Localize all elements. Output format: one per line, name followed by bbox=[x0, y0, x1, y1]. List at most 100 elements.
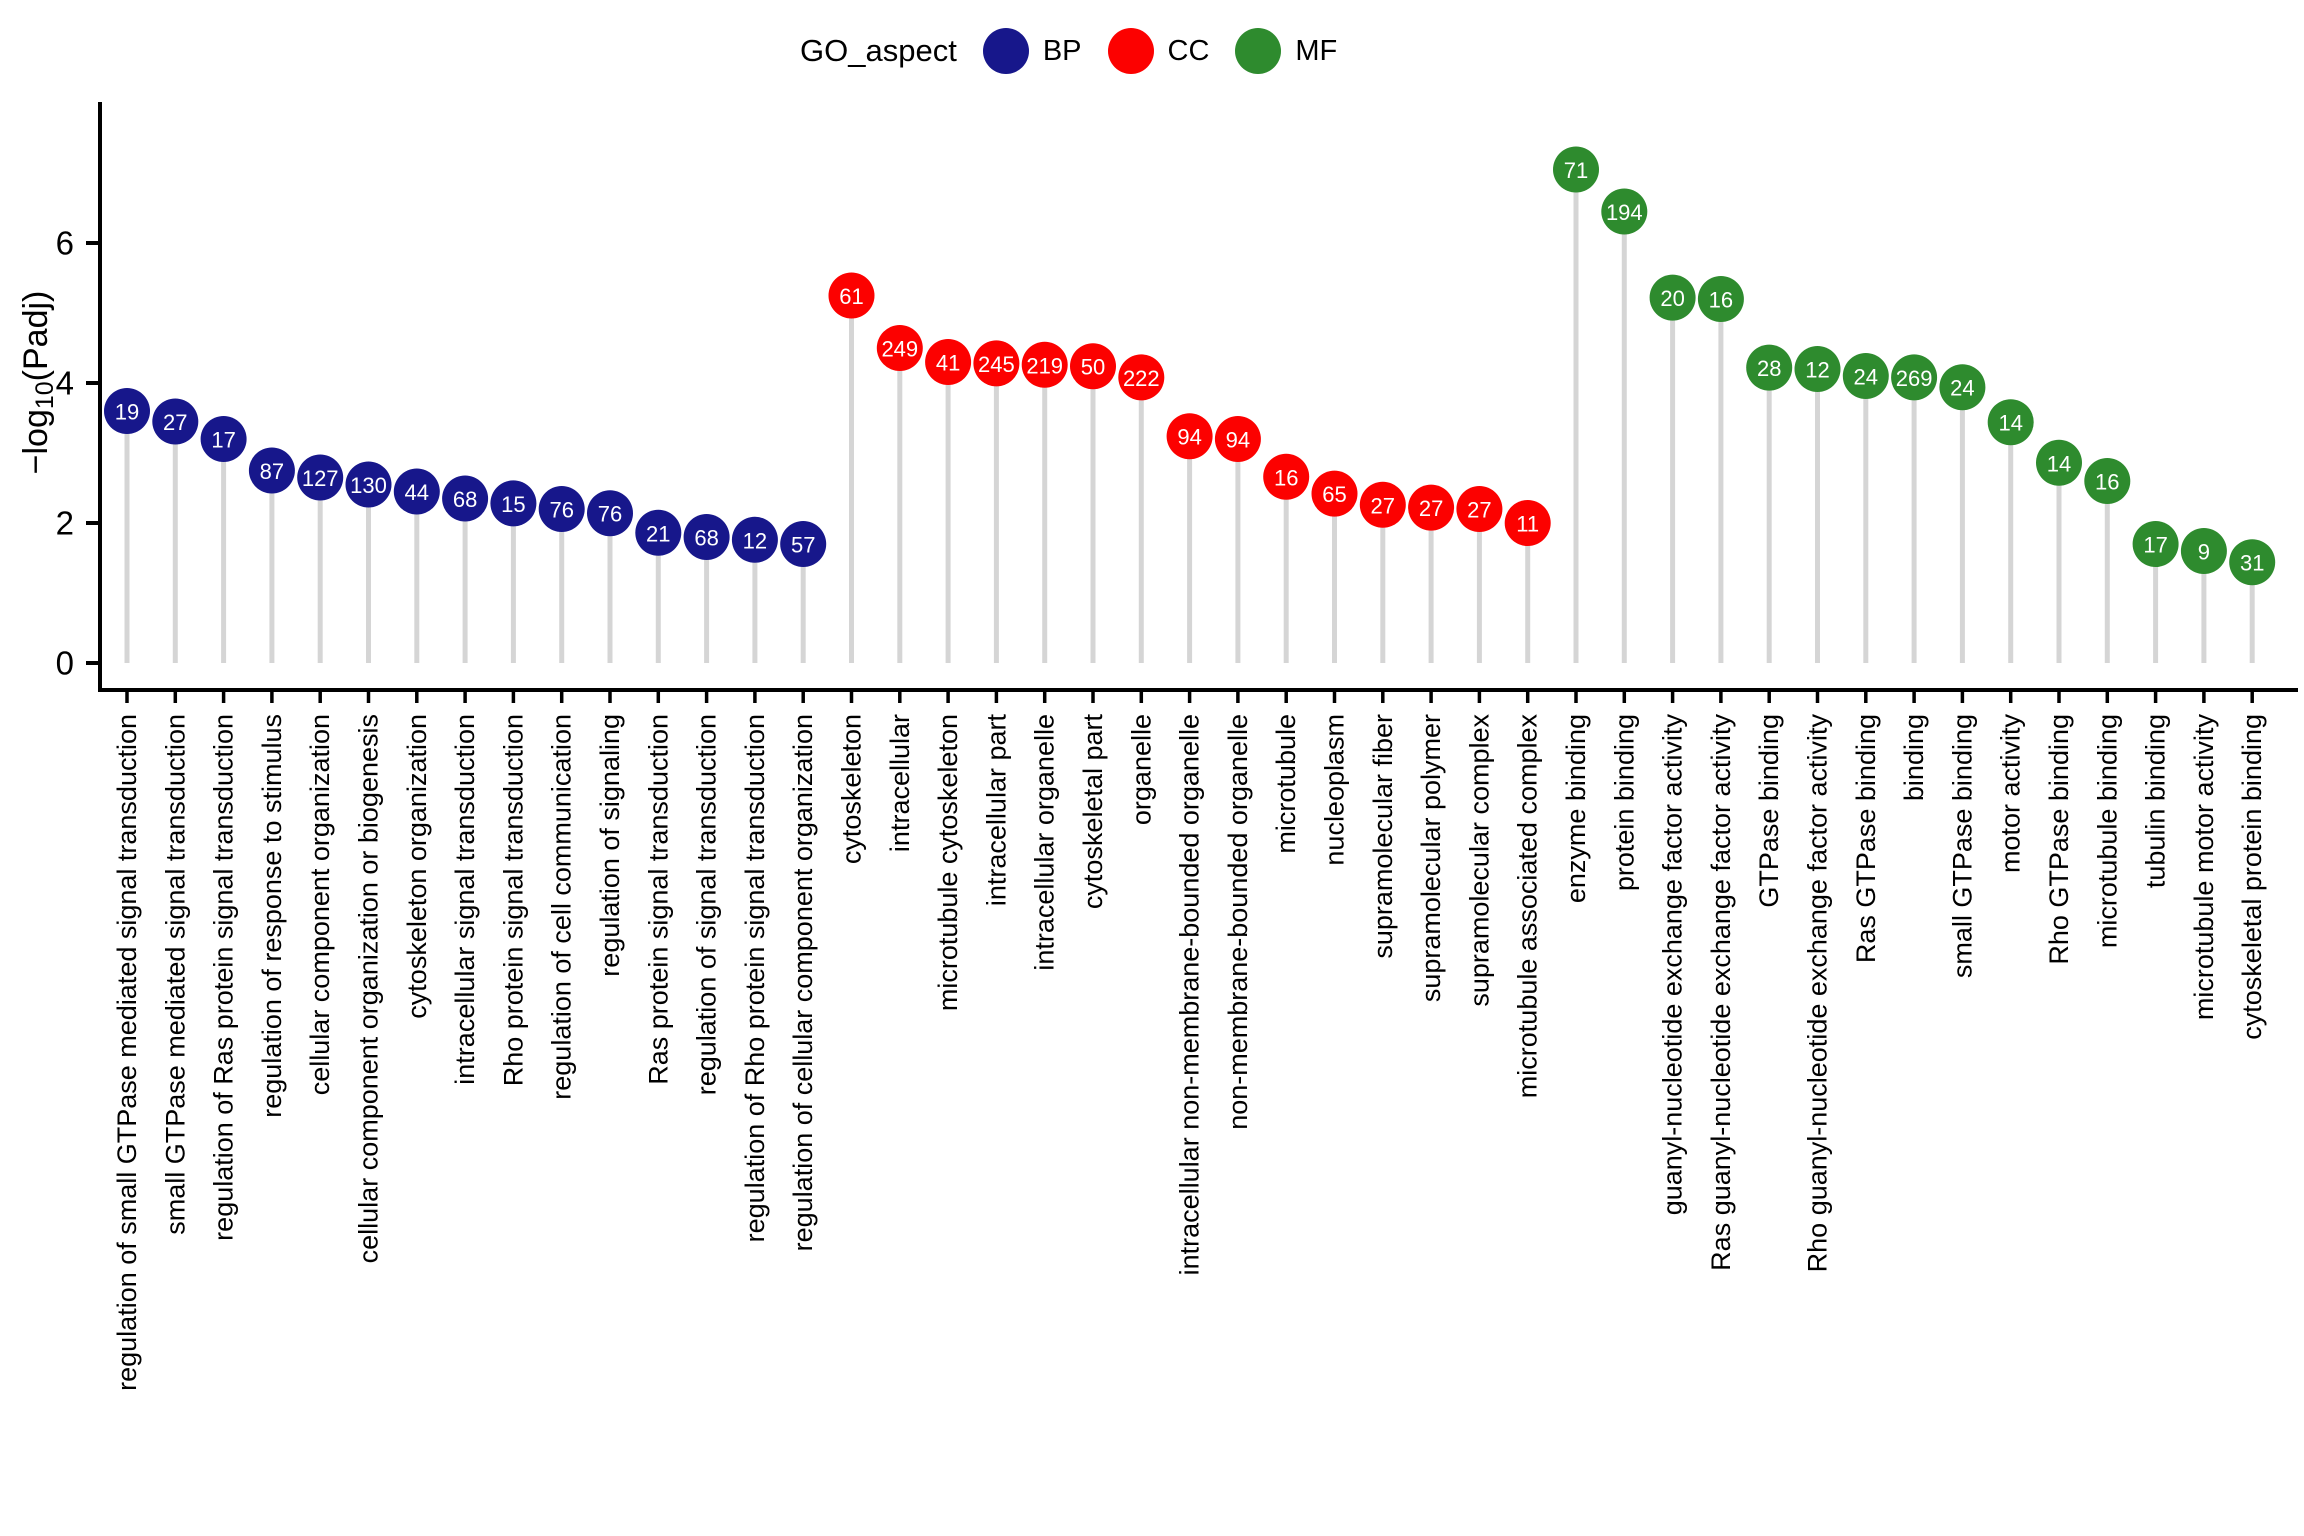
point-count-label: 61 bbox=[839, 284, 863, 309]
lollipop-point-mf bbox=[1746, 344, 1793, 391]
lollipop-point-mf bbox=[1553, 146, 1599, 193]
x-axis-label: regulation of signaling bbox=[595, 714, 625, 977]
lollipop-point-bp bbox=[683, 514, 730, 560]
point-count-label: 27 bbox=[1371, 493, 1395, 518]
lollipop-point-mf bbox=[2036, 439, 2082, 486]
x-axis-label: Rho protein signal transduction bbox=[498, 714, 528, 1086]
x-axis-label: regulation of Rho protein signal transdu… bbox=[740, 714, 770, 1242]
lollipop-point-mf bbox=[1939, 364, 1986, 411]
x-axis-label: nucleoplasm bbox=[1320, 714, 1350, 866]
lollipop-point-mf bbox=[1601, 188, 1648, 235]
point-count-label: 16 bbox=[1709, 288, 1733, 313]
legend-item-cc: CC bbox=[1107, 28, 1210, 74]
legend-item-mf: MF bbox=[1235, 28, 1337, 74]
x-axis-label: supramolecular polymer bbox=[1416, 714, 1446, 1002]
x-axis-label: small GTPase binding bbox=[1947, 714, 1977, 978]
x-axis-label: enzyme binding bbox=[1561, 714, 1591, 903]
x-axis-label: regulation of signal transduction bbox=[692, 714, 722, 1095]
point-count-label: 68 bbox=[694, 526, 718, 551]
lollipop-point-cc bbox=[1504, 500, 1551, 546]
x-axis-label: binding bbox=[1899, 714, 1929, 801]
x-axis-label: microtubule cytoskeleton bbox=[933, 714, 963, 1011]
lollipop-point-bp bbox=[731, 516, 778, 563]
x-axis-label: regulation of cellular component organiz… bbox=[788, 714, 818, 1251]
legend-swatch-cc-icon bbox=[1107, 28, 1154, 74]
lollipop-point-cc bbox=[1166, 413, 1213, 460]
x-axis-label: intracellular non-membrane-bounded organ… bbox=[1175, 714, 1205, 1275]
lollipop-point-mf bbox=[2132, 521, 2179, 567]
point-count-label: 14 bbox=[2047, 451, 2071, 476]
lollipop-point-bp bbox=[587, 490, 633, 537]
x-axis-label: microtubule bbox=[1271, 714, 1301, 854]
x-axis-label: cytoskeleton bbox=[837, 714, 867, 864]
point-count-label: 17 bbox=[2143, 533, 2167, 558]
lollipop-point-cc bbox=[973, 340, 1020, 387]
lollipop-point-cc bbox=[1021, 341, 1068, 388]
point-count-label: 50 bbox=[1081, 355, 1105, 380]
x-axis-label: microtubule motor activity bbox=[2189, 714, 2219, 1021]
x-axis-label: regulation of response to stimulus bbox=[257, 714, 287, 1118]
point-count-label: 222 bbox=[1123, 366, 1160, 391]
point-count-label: 9 bbox=[2198, 540, 2210, 565]
point-count-label: 245 bbox=[978, 352, 1015, 377]
legend-swatch-mf-icon bbox=[1235, 28, 1282, 74]
legend-label-cc: CC bbox=[1167, 34, 1210, 67]
point-count-label: 28 bbox=[1757, 356, 1781, 381]
x-axis-label: supramolecular complex bbox=[1464, 714, 1494, 1007]
point-count-label: 87 bbox=[260, 459, 284, 484]
lollipop-point-bp bbox=[345, 461, 392, 508]
chart-legend: GO_aspect BP CC MF bbox=[800, 28, 1337, 74]
x-axis-label: intracellular part bbox=[981, 714, 1011, 907]
lollipop-point-mf bbox=[1794, 346, 1841, 392]
lollipop-point-mf bbox=[1697, 276, 1744, 322]
lollipop-point-cc bbox=[925, 339, 972, 385]
lollipop-point-mf bbox=[1987, 399, 2034, 446]
lollipop-point-cc bbox=[876, 325, 923, 371]
point-count-label: 31 bbox=[2240, 551, 2264, 576]
lollipop-point-mf bbox=[2180, 528, 2227, 574]
lollipop-point-bp bbox=[200, 416, 247, 462]
point-count-label: 68 bbox=[453, 487, 477, 512]
point-count-label: 27 bbox=[1467, 498, 1491, 523]
x-axis-label: cellular component organization or bioge… bbox=[354, 714, 384, 1263]
point-count-label: 65 bbox=[1322, 482, 1346, 507]
x-axis-label: protein binding bbox=[1609, 714, 1639, 891]
point-count-label: 24 bbox=[1950, 376, 1974, 401]
point-count-label: 71 bbox=[1564, 158, 1588, 183]
point-count-label: 219 bbox=[1026, 353, 1063, 378]
x-axis-label: intracellular bbox=[885, 714, 915, 852]
legend-swatch-bp-icon bbox=[982, 28, 1029, 74]
x-axis-label: cytoskeleton organization bbox=[402, 714, 432, 1019]
x-axis-label: guanyl-nucleotide exchange factor activi… bbox=[1658, 714, 1688, 1216]
lollipop-point-bp bbox=[297, 454, 344, 501]
lollipop-point-bp bbox=[104, 388, 150, 434]
lollipop-point-cc bbox=[1311, 470, 1358, 517]
lollipop-point-bp bbox=[490, 480, 537, 527]
x-axis-label: Rho guanyl-nucleotide exchange factor ac… bbox=[1803, 714, 1833, 1273]
lollipop-point-cc bbox=[828, 272, 875, 319]
lollipop-point-cc bbox=[1408, 484, 1455, 531]
point-count-label: 20 bbox=[1660, 286, 1684, 311]
point-count-label: 76 bbox=[598, 502, 622, 527]
point-count-label: 21 bbox=[646, 521, 670, 546]
x-axis-label: GTPase binding bbox=[1754, 714, 1784, 908]
point-count-label: 44 bbox=[405, 480, 429, 505]
point-count-label: 27 bbox=[163, 410, 187, 435]
lollipop-point-mf bbox=[2229, 539, 2276, 586]
legend-label-mf: MF bbox=[1295, 34, 1338, 67]
lollipop-point-bp bbox=[393, 468, 440, 515]
legend-item-bp: BP bbox=[982, 28, 1082, 74]
point-count-label: 16 bbox=[1274, 465, 1298, 490]
point-count-label: 12 bbox=[743, 528, 767, 553]
x-axis-label: motor activity bbox=[1996, 714, 2026, 874]
point-count-label: 194 bbox=[1606, 200, 1643, 225]
point-count-label: 94 bbox=[1177, 425, 1201, 450]
x-axis-label: cytoskeletal protein binding bbox=[2237, 714, 2267, 1040]
x-axis-label: regulation of small GTPase mediated sign… bbox=[112, 714, 142, 1391]
x-axis-label: intracellular organelle bbox=[1030, 714, 1060, 971]
x-axis-label: regulation of Ras protein signal transdu… bbox=[209, 714, 239, 1241]
x-axis-label: cellular component organization bbox=[305, 714, 335, 1095]
y-axis-title: −log10(Padj) bbox=[17, 291, 59, 475]
